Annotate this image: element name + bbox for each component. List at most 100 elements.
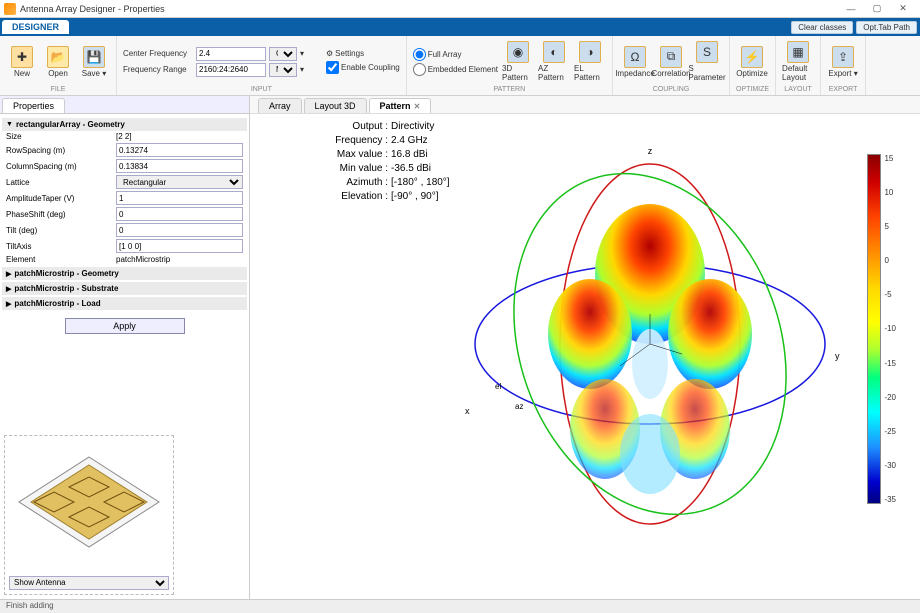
window-title: Antenna Array Designer - Properties [20,4,838,14]
ribbon-label-export: EXPORT [827,85,859,93]
section-header-collapsed[interactable]: ▶patchMicrostrip - Load [2,297,247,310]
viewer-panel: ArrayLayout 3DPattern✕ Output :Directivi… [250,96,920,599]
cf-label: Center Frequency [123,49,193,58]
prop-input-5[interactable] [116,207,243,221]
viewer-tab-pattern[interactable]: Pattern✕ [369,98,432,113]
new-button[interactable]: ✚New [6,46,38,78]
prop-row: LatticeRectangular [2,174,247,190]
viewer-tab-array[interactable]: Array [258,98,302,113]
enable-coupling-check[interactable]: Enable Coupling [326,61,400,74]
optimize-button[interactable]: ⚡Optimize [736,46,768,78]
fr-unit[interactable]: MHz [269,63,297,77]
ribbon-group-optimize: ⚡Optimize OPTIMIZE [730,36,776,95]
svg-text:el: el [495,382,501,391]
properties-panel: Properties ▼rectangularArray - GeometryS… [0,96,250,599]
ribbon-label-file: FILE [6,85,110,93]
section-header-main[interactable]: ▼rectangularArray - Geometry [2,118,247,131]
fr-label: Frequency Range [123,65,193,74]
minimize-button[interactable]: — [838,4,864,14]
fr-dropdown-icon[interactable]: ▾ [300,65,312,74]
viewer-tab-layout-3d[interactable]: Layout 3D [304,98,367,113]
prop-label: AmplitudeTaper (V) [6,194,116,203]
info-value: Directivity [391,120,434,134]
impedance-button[interactable]: ΩImpedance [619,46,651,78]
settings-button[interactable]: ⚙Settings [326,49,400,58]
ribbon-label-input: INPUT [123,85,400,93]
prop-input-7[interactable] [116,239,243,253]
correlation-button[interactable]: ⧉Correlation [655,46,687,78]
prop-row: AmplitudeTaper (V) [2,190,247,206]
ribbon-group-coupling: ΩImpedance ⧉Correlation SS Parameter COU… [613,36,730,95]
prop-label: Tilt (deg) [6,226,116,235]
preview-select[interactable]: Show Antenna [9,576,169,590]
colorbar-tick: -30 [884,461,896,470]
status-text: Finish adding [6,601,54,610]
close-button[interactable]: ✕ [890,3,916,14]
save-button[interactable]: 💾Save ▾ [78,46,110,78]
pattern-info: Output :DirectivityFrequency :2.4 GHzMax… [310,120,450,204]
colorbar-tick: 5 [884,222,896,231]
export-button[interactable]: ⇪Export ▾ [827,46,859,78]
title-bar: Antenna Array Designer - Properties — ▢ … [0,0,920,18]
prop-row: RowSpacing (m) [2,142,247,158]
ribbon-label-coupling: COUPLING [619,85,723,93]
ribbon-label-layout: LAYOUT [782,85,814,93]
colorbar-tick: -15 [884,359,896,368]
info-value: 16.8 dBi [391,148,428,162]
default-layout-button[interactable]: ▦Default Layout [782,41,814,82]
open-button[interactable]: 📂Open [42,46,74,78]
prop-input-4[interactable] [116,191,243,205]
prop-select-3[interactable]: Rectangular [116,175,243,189]
info-key: Output : [310,120,388,134]
info-value: [-90° , 90°] [391,190,438,204]
ribbon-group-layout: ▦Default Layout LAYOUT [776,36,821,95]
prop-input-1[interactable] [116,143,243,157]
sparam-button[interactable]: SS Parameter [691,41,723,82]
properties-tab[interactable]: Properties [2,98,65,113]
enable-coupling-checkbox[interactable] [326,61,339,74]
3d-pattern-button[interactable]: ◉3D Pattern [502,41,534,82]
embedded-radio[interactable]: Embedded Element [413,63,498,76]
svg-text:x: x [465,406,470,416]
cf-unit[interactable]: GHz [269,47,297,61]
prop-input-2[interactable] [116,159,243,173]
prop-row: Tilt (deg) [2,222,247,238]
az-pattern-button[interactable]: ◐AZ Pattern [538,41,570,82]
cf-input[interactable] [196,47,266,61]
clear-classes-button[interactable]: Clear classes [791,21,853,34]
cf-dropdown-icon[interactable]: ▾ [300,49,312,58]
ribbon-group-export: ⇪Export ▾ EXPORT [821,36,866,95]
info-key: Min value : [310,162,388,176]
section-header-collapsed[interactable]: ▶patchMicrostrip - Geometry [2,267,247,280]
prop-row: ElementpatchMicrostrip [2,254,247,265]
opt-tab-path-button[interactable]: Opt.Tab Path [856,21,917,34]
apply-button[interactable]: Apply [65,318,185,334]
prop-row: ColumnSpacing (m) [2,158,247,174]
colorbar-tick: -20 [884,393,896,402]
fr-input[interactable] [196,63,266,77]
prop-input-6[interactable] [116,223,243,237]
prop-label: PhaseShift (deg) [6,210,116,219]
prop-label: TiltAxis [6,242,116,251]
info-key: Elevation : [310,190,388,204]
info-key: Frequency : [310,134,388,148]
prop-row: Size[2 2] [2,131,247,142]
info-key: Max value : [310,148,388,162]
pattern-canvas[interactable]: Output :DirectivityFrequency :2.4 GHzMax… [250,114,920,599]
colorbar: 151050-5-10-15-20-25-30-35 [867,154,896,504]
prop-label: ColumnSpacing (m) [6,162,116,171]
prop-label: Size [6,132,116,141]
colorbar-tick: -5 [884,290,896,299]
section-header-collapsed[interactable]: ▶patchMicrostrip - Substrate [2,282,247,295]
gear-icon: ⚙ [326,49,333,58]
prop-row: PhaseShift (deg) [2,206,247,222]
maximize-button[interactable]: ▢ [864,3,890,14]
info-key: Azimuth : [310,176,388,190]
tab-designer[interactable]: DESIGNER [2,20,69,34]
antenna-preview: Show Antenna [4,435,174,595]
close-icon[interactable]: ✕ [414,102,421,111]
status-bar: Finish adding [0,599,920,613]
el-pattern-button[interactable]: ◑EL Pattern [574,41,606,82]
full-array-radio[interactable]: Full Array [413,48,498,61]
antenna-preview-svg [14,447,164,557]
